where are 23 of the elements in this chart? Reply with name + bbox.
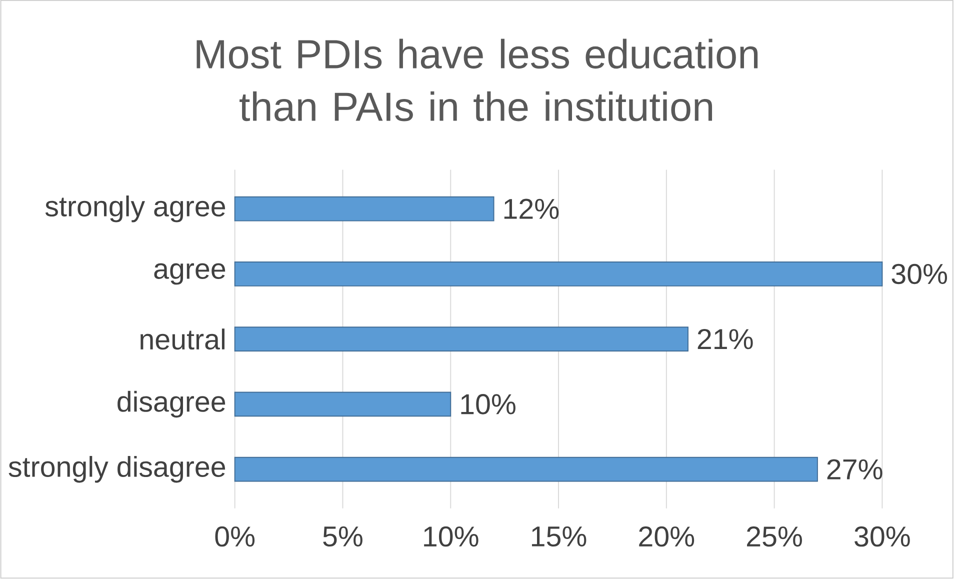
bar	[234, 196, 494, 222]
bar	[234, 392, 452, 417]
x-tick-label: 30%	[854, 526, 910, 547]
chart-title: Most PDIs have less education than PAIs in the institution	[196, 39, 758, 122]
y-tick-label: disagree	[118, 391, 226, 418]
data-label: 10%	[461, 394, 516, 415]
y-tick-label: strongly agree	[45, 196, 226, 222]
data-label: 27%	[827, 459, 882, 480]
bar	[234, 457, 818, 482]
x-tick-label: 10%	[424, 526, 478, 547]
y-tick-label: strongly disagree	[8, 456, 226, 483]
data-label: 12%	[504, 198, 559, 220]
data-label: 21%	[698, 329, 753, 350]
x-tick-label: 20%	[639, 526, 694, 547]
x-tick-label: 25%	[747, 526, 802, 547]
data-label: 30%	[892, 264, 948, 284]
x-tick-label: 0%	[215, 526, 255, 547]
bar	[234, 326, 688, 352]
x-tick-label: 5%	[323, 526, 362, 547]
y-tick-label: agree	[154, 263, 226, 285]
bar	[234, 262, 883, 287]
x-tick-label: 15%	[532, 526, 586, 547]
y-tick-label: neutral	[140, 328, 224, 350]
